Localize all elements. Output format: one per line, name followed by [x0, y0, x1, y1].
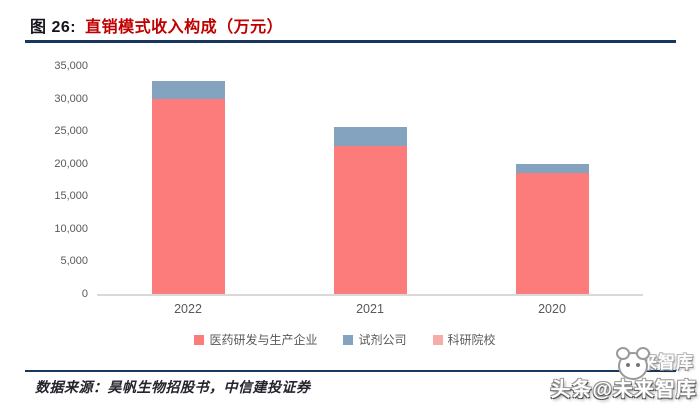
bar-segment-医药研发与生产企业 [151, 98, 225, 294]
bar-segment-试剂公司 [515, 164, 589, 174]
figure-title: 图 26: 直销模式收入构成（万元） [30, 13, 283, 37]
x-axis-label: 2020 [538, 302, 566, 316]
watermark-front-text: 头条@未来智库 [550, 379, 697, 401]
y-tick-label: 5,000 [60, 255, 88, 268]
x-axis-label: 2022 [174, 302, 202, 316]
figure-number: 图 26: [30, 19, 77, 36]
toutiao-panda-logo-icon [616, 347, 650, 380]
source-text: 数据来源：昊帆生物招股书，中信建投证券 [35, 381, 311, 396]
bar-segment-试剂公司 [333, 126, 407, 147]
bar-segment-医药研发与生产企业 [515, 173, 589, 294]
legend-label: 试剂公司 [358, 333, 407, 347]
y-tick-label: 0 [81, 288, 88, 300]
bar-segment-试剂公司 [151, 80, 225, 99]
bar-segment-医药研发与生产企业 [333, 146, 407, 294]
legend-label: 科研院校 [447, 333, 496, 347]
y-tick-label: 15,000 [54, 190, 88, 203]
y-tick-label: 35,000 [54, 60, 88, 72]
legend-swatch-icon [194, 334, 205, 345]
legend-item: 科研院校 [432, 331, 496, 348]
y-tick-label: 10,000 [54, 222, 88, 235]
legend-swatch-icon [343, 334, 354, 345]
legend-item: 试剂公司 [343, 331, 407, 348]
figure-title-text: 直销模式收入构成（万元） [85, 19, 284, 36]
chart-legend: 医药研发与生产企业 试剂公司 科研院校 [0, 331, 690, 348]
legend-label: 医药研发与生产企业 [209, 333, 318, 347]
y-tick-label: 20,000 [54, 157, 88, 170]
title-divider-line [25, 40, 676, 43]
data-source: 数据来源：昊帆生物招股书，中信建投证券 [35, 377, 311, 397]
y-tick-label: 25,000 [54, 125, 88, 138]
panda-eyes-icon [626, 363, 630, 367]
x-axis-line [97, 294, 643, 296]
bottom-divider-line [25, 370, 676, 372]
x-axis-label: 2021 [356, 302, 384, 316]
y-tick-label: 30,000 [54, 92, 88, 105]
legend-item: 医药研发与生产企业 [194, 331, 317, 348]
stacked-bar-chart: 0 5,000 10,000 15,000 20,000 25,000 30,000 35,0… [0, 44, 700, 354]
legend-swatch-icon [432, 334, 443, 345]
